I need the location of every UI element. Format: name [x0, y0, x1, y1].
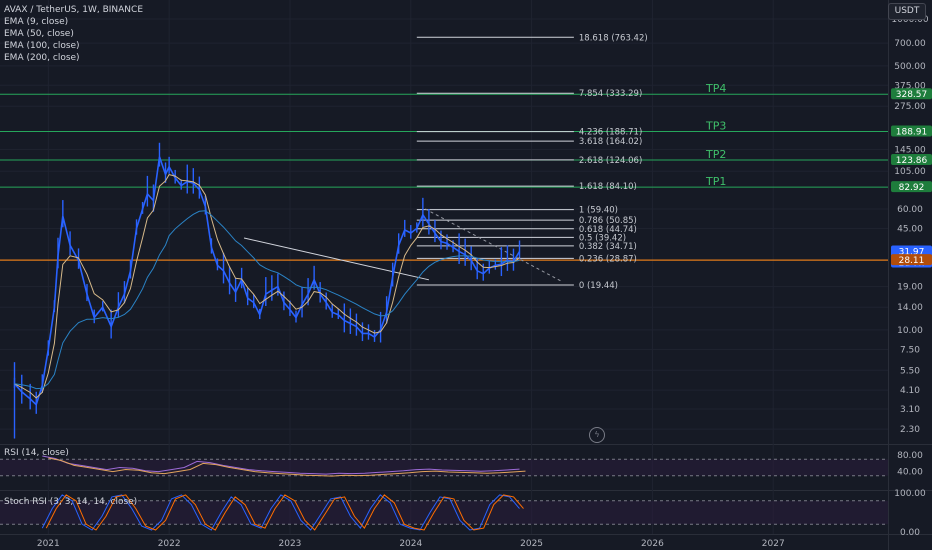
- price-axis-label: 3.10: [900, 405, 920, 415]
- price-tag: 123.86: [891, 154, 932, 166]
- flash-icon[interactable]: ϟ: [589, 427, 605, 443]
- rsi-title[interactable]: RSI (14, close): [4, 448, 69, 458]
- symbol-title[interactable]: AVAX / TetherUS, 1W, BINANCE: [4, 5, 144, 15]
- price-tag: 82.92: [891, 181, 932, 193]
- fib-level-label: 0.786 (50.85): [579, 216, 637, 226]
- stoch-axis-label: 0.00: [900, 528, 920, 538]
- price-tag-bg: [891, 125, 932, 137]
- ema-fast-line: [14, 174, 520, 399]
- price-axis-label: 700.00: [894, 39, 926, 49]
- fib-level-label: 1.618 (84.10): [579, 182, 637, 192]
- price-axis-label: 19.00: [897, 283, 923, 293]
- price-line: [13, 156, 521, 407]
- price-tag-bg: [891, 181, 932, 193]
- target-label: TP3: [705, 120, 726, 133]
- time-axis-label: 2021: [37, 539, 60, 549]
- price-tag-bg: [891, 154, 932, 166]
- fib-level-label: 1 (59.40): [579, 206, 618, 216]
- stoch-k-line: [41, 494, 520, 531]
- indicator-ema-50[interactable]: EMA (50, close): [4, 29, 74, 39]
- price-axis-label: 105.00: [894, 167, 926, 177]
- price-tag: 31.97: [891, 245, 932, 257]
- target-label: TP4: [705, 82, 726, 95]
- price-tag-label: 28.11: [899, 256, 925, 266]
- stoch-axis-label: 100.00: [894, 489, 926, 499]
- price-axis-label: 2.30: [900, 425, 920, 435]
- price-tag-bg: [891, 245, 932, 257]
- rsi-line: [42, 455, 520, 475]
- price-axis-label: 1000.00: [891, 15, 928, 25]
- time-axis-label: 2024: [399, 539, 422, 549]
- time-axis-label: 2026: [641, 539, 664, 549]
- fib-level-label: 0.5 (39.42): [579, 233, 626, 243]
- indicator-ema-9[interactable]: EMA (9, close): [4, 17, 69, 27]
- fib-level-label: 18.618 (763.42): [579, 33, 648, 43]
- indicator-ema-100[interactable]: EMA (100, close): [4, 41, 80, 51]
- indicator-ema-200[interactable]: EMA (200, close): [4, 53, 80, 63]
- trendline: [243, 237, 430, 281]
- price-tag: 28.11: [891, 254, 932, 266]
- price-tag-label: 82.92: [899, 183, 925, 193]
- price-axis-label: 145.00: [894, 145, 926, 155]
- rsi-ma-line: [48, 457, 526, 477]
- price-tag-label: 123.86: [896, 156, 928, 166]
- ema-slow-line: [14, 210, 520, 390]
- fib-level-label: 0.236 (28.87): [579, 254, 637, 264]
- target-label: TP2: [705, 148, 726, 161]
- price-axis-label: 275.00: [894, 102, 926, 112]
- trendline-dashed: [425, 208, 563, 282]
- price-tag-label: 31.97: [899, 247, 925, 257]
- time-axis-label: 2025: [520, 539, 543, 549]
- price-axis-label: 500.00: [894, 62, 926, 72]
- price-tag-bg: [891, 254, 932, 266]
- fib-level-label: 7.854 (333.29): [579, 89, 642, 99]
- rsi-band: [0, 459, 888, 476]
- fib-level-label: 0.382 (34.71): [579, 242, 637, 252]
- price-tag-label: 328.57: [896, 90, 928, 100]
- fib-level-label: 0 (19.44): [579, 281, 618, 291]
- price-axis-label: 5.50: [900, 366, 920, 376]
- time-axis-label: 2022: [158, 539, 181, 549]
- rsi-axis-label: 80.00: [897, 451, 923, 461]
- target-label: TP1: [705, 175, 726, 188]
- price-tag: 188.91: [891, 125, 932, 138]
- price-axis-label: 10.00: [897, 326, 923, 336]
- chart-legend: AVAX / TetherUS, 1W, BINANCE EMA (9, clo…: [4, 4, 143, 64]
- price-axis-label: 375.00: [894, 81, 926, 91]
- price-tag-label: 188.91: [896, 128, 928, 138]
- time-axis-label: 2027: [762, 539, 785, 549]
- price-axis-label: 14.00: [897, 303, 923, 313]
- fib-level-label: 2.618 (124.06): [579, 156, 642, 166]
- fib-level-label: 0.618 (44.74): [579, 225, 637, 235]
- price-axis-label: 4.10: [900, 386, 920, 396]
- price-axis-label: 60.00: [897, 205, 923, 215]
- price-axis-label: 7.50: [900, 345, 920, 355]
- rsi-axis-label: 40.00: [897, 468, 923, 478]
- stoch-d-line: [45, 494, 524, 531]
- fib-level-label: 4.236 (188.71): [579, 128, 642, 138]
- fib-level-label: 3.618 (164.02): [579, 137, 642, 147]
- time-axis-label: 2023: [279, 539, 302, 549]
- stoch-title[interactable]: Stoch RSI (3, 3, 14, 14, close): [4, 497, 138, 507]
- price-axis-label: 45.00: [897, 224, 923, 234]
- currency-button[interactable]: USDT: [888, 3, 926, 20]
- price-tag-bg: [891, 88, 932, 100]
- price-tag: 328.57: [891, 88, 932, 100]
